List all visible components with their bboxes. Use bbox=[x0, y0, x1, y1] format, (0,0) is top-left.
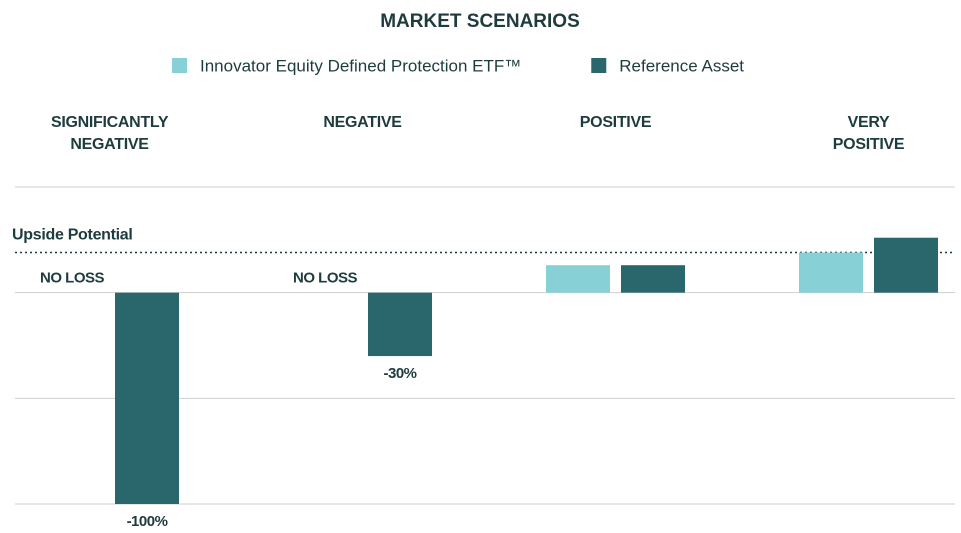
value-label: NO LOSS bbox=[40, 270, 105, 287]
value-label: -30% bbox=[383, 365, 416, 382]
category-label: NEGATIVE bbox=[323, 114, 402, 131]
category-label: POSITIVE bbox=[579, 114, 652, 131]
legend-swatch bbox=[172, 58, 187, 73]
bar bbox=[368, 292, 432, 357]
value-label: NO LOSS bbox=[293, 270, 358, 287]
bar bbox=[621, 265, 685, 293]
chart-title: MARKET SCENARIOS bbox=[380, 11, 580, 32]
bar bbox=[546, 265, 610, 293]
bar bbox=[115, 292, 179, 504]
category-label: SIGNIFICANTLY NEGATIVE bbox=[50, 114, 169, 153]
legend-swatch bbox=[591, 58, 607, 73]
legend-label: Innovator Equity Defined Protection ETF™ bbox=[200, 56, 521, 75]
category-label: VERY POSITIVE bbox=[832, 114, 905, 153]
bar bbox=[799, 252, 863, 293]
legend-label: Reference Asset bbox=[619, 56, 744, 75]
value-label: -100% bbox=[127, 513, 168, 530]
annotation-label: Upside Potential bbox=[12, 227, 133, 244]
bar bbox=[874, 237, 938, 293]
